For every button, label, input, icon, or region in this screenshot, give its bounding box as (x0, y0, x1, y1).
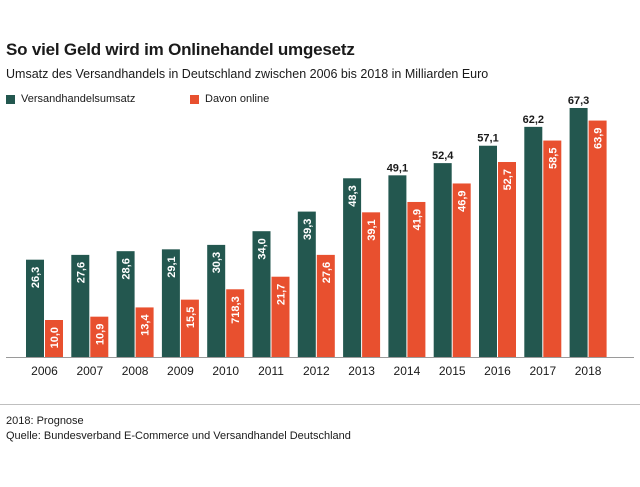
bar-versandhandelsumsatz-2018 (569, 107, 588, 358)
data-label-davon-online-2014: 41,9 (411, 209, 423, 230)
bar-davon-online-2016 (498, 162, 516, 357)
bar-davon-online-2012 (316, 254, 335, 357)
bar-davon-online-2014 (407, 201, 426, 357)
x-tick-label-2007: 2007 (76, 364, 103, 378)
x-tick-label-2013: 2013 (348, 364, 375, 378)
x-tick-label-2009: 2009 (167, 364, 194, 378)
bar-versandhandelsumsatz-2011 (252, 231, 271, 357)
x-tick-label-2010: 2010 (212, 364, 239, 378)
data-label-davon-online-2011: 21,7 (276, 284, 288, 305)
bar-davon-online-2009 (180, 299, 199, 357)
data-label-versandhandelsumsatz-2016: 57,1 (477, 133, 498, 145)
data-label-davon-online-2009: 15,5 (185, 307, 197, 328)
bar-davon-online-2006 (45, 320, 63, 357)
data-label-versandhandelsumsatz-2009: 29,1 (166, 256, 178, 277)
data-label-versandhandelsumsatz-2015: 52,4 (432, 150, 454, 162)
legend-item-versandhandelsumsatz: Versandhandelsumsatz (6, 93, 135, 105)
bar-versandhandelsumsatz-2008 (116, 251, 135, 357)
bar-davon-online-2017 (543, 140, 562, 357)
legend-swatch-versandhandelsumsatz (6, 94, 15, 104)
data-label-davon-online-2015: 46,9 (457, 190, 469, 211)
data-label-versandhandelsumsatz-2013: 48,3 (347, 185, 359, 206)
bar-versandhandelsumsatz-2010 (207, 244, 226, 357)
x-tick-label-2018: 2018 (575, 364, 602, 378)
bar-versandhandelsumsatz-2016 (479, 145, 497, 357)
bar-davon-online-2015 (452, 183, 471, 357)
bar-davon-online-2018 (588, 120, 607, 357)
data-label-davon-online-2006: 10,0 (49, 327, 61, 348)
data-label-versandhandelsumsatz-2011: 34,0 (257, 238, 269, 259)
bar-davon-online-2011 (271, 276, 290, 357)
x-tick-label-2006: 2006 (31, 364, 58, 378)
data-label-versandhandelsumsatz-2007: 27,6 (75, 262, 87, 283)
legend-label-davon-online: Davon online (205, 93, 270, 105)
data-label-davon-online-2017: 58,5 (547, 148, 559, 169)
footnote-quelle: Quelle: Bundesverband E-Commerce und Ver… (6, 430, 351, 442)
data-label-versandhandelsumsatz-2017: 62,2 (523, 114, 544, 126)
legend-label-versandhandelsumsatz: Versandhandelsumsatz (21, 93, 136, 105)
data-label-versandhandelsumsatz-2006: 26,3 (30, 267, 42, 288)
data-label-davon-online-2018: 63,9 (593, 128, 605, 149)
bar-versandhandelsumsatz-2009 (161, 249, 180, 357)
footnote-prognose: 2018: Prognose (6, 415, 84, 427)
bar-davon-online-2008 (135, 307, 154, 357)
data-label-versandhandelsumsatz-2008: 28,6 (121, 258, 133, 279)
legend-item-davon-online: Davon online (190, 93, 269, 105)
x-tick-label-2011: 2011 (258, 364, 284, 378)
data-label-davon-online-2007: 10,9 (94, 324, 106, 345)
x-tick-label-2014: 2014 (394, 364, 421, 378)
x-tick-label-2015: 2015 (439, 364, 466, 378)
data-label-versandhandelsumsatz-2012: 39,3 (302, 219, 314, 240)
bar-chart: 26,3 10,0 2006 27,6 10,9 2007 28,6 13,4 2008 29,1… (6, 95, 634, 378)
bar-versandhandelsumsatz-2007 (71, 254, 90, 357)
data-label-versandhandelsumsatz-2010: 30,3 (211, 252, 223, 273)
data-label-versandhandelsumsatz-2014: 49,1 (387, 162, 408, 174)
footer-divider (0, 404, 640, 405)
bar-versandhandelsumsatz-2006 (26, 259, 44, 357)
data-label-versandhandelsumsatz-2018: 67,3 (568, 95, 589, 107)
x-tick-label-2016: 2016 (484, 364, 511, 378)
x-tick-label-2017: 2017 (529, 364, 556, 378)
data-label-davon-online-2016: 52,7 (502, 169, 514, 190)
bar-versandhandelsumsatz-2012 (297, 211, 316, 357)
data-label-davon-online-2012: 27,6 (321, 262, 333, 283)
bar-davon-online-2013 (362, 212, 381, 357)
legend-swatch-davon-online (190, 94, 199, 104)
bar-versandhandelsumsatz-2014 (388, 175, 407, 357)
x-tick-label-2008: 2008 (122, 364, 149, 378)
bar-versandhandelsumsatz-2015 (433, 163, 452, 357)
data-label-davon-online-2008: 13,4 (140, 314, 152, 336)
bar-versandhandelsumsatz-2013 (343, 178, 362, 357)
data-label-davon-online-2013: 39,1 (366, 219, 378, 240)
bar-davon-online-2007 (90, 316, 109, 357)
x-tick-label-2012: 2012 (303, 364, 330, 378)
bar-versandhandelsumsatz-2017 (524, 126, 543, 357)
bar-davon-online-2010 (226, 289, 245, 357)
chart-subtitle: Umsatz des Versandhandels in Deutschland… (6, 67, 489, 81)
chart-title: So viel Geld wird im Onlinehandel umgese… (6, 40, 355, 59)
data-label-davon-online-2010: 718,3 (230, 296, 242, 324)
